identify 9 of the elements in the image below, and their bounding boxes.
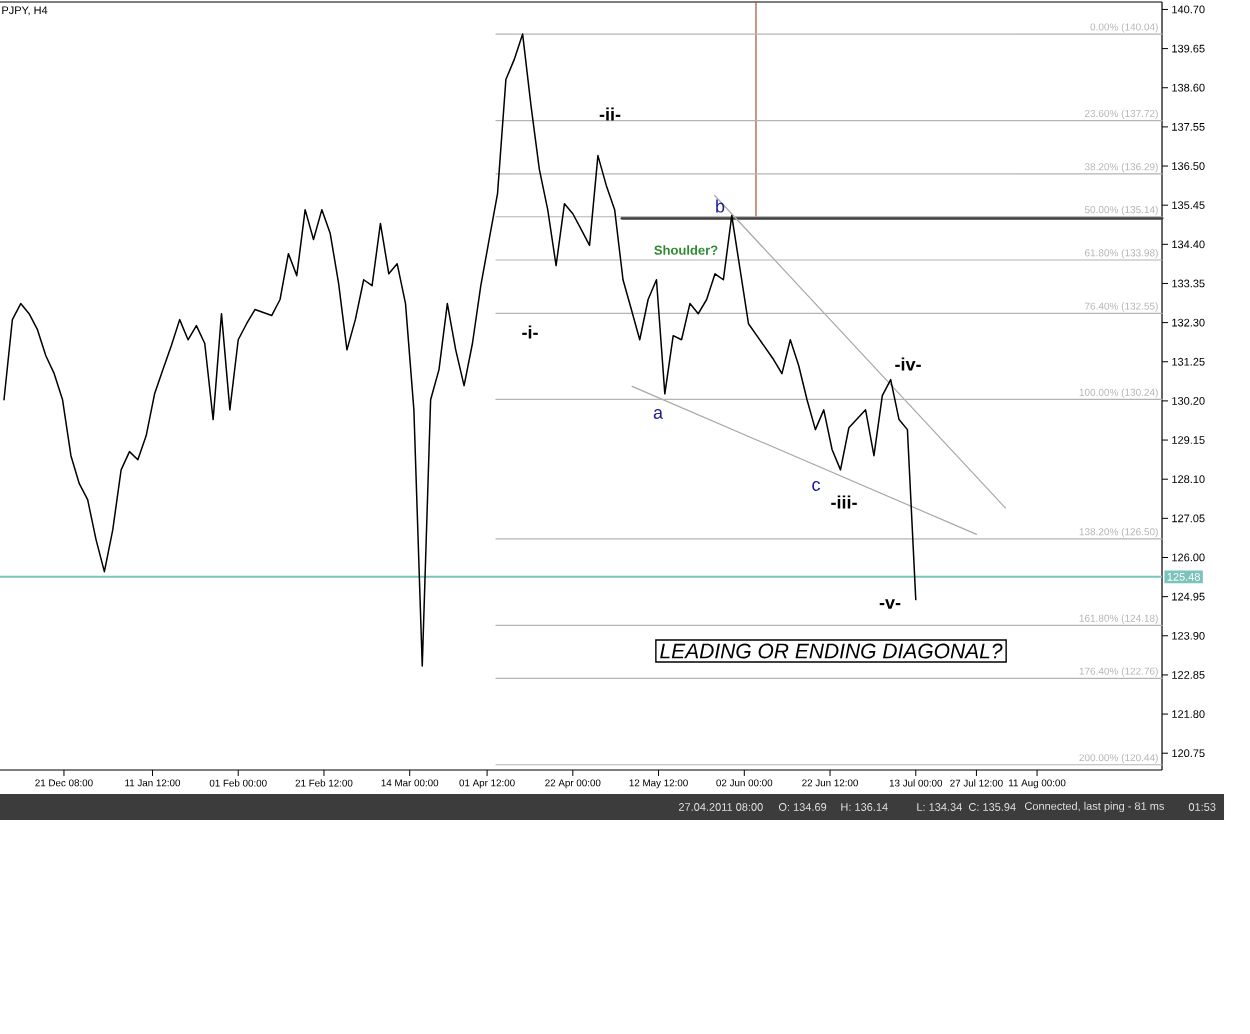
annotation: b: [716, 199, 725, 213]
annotation: -ii-: [599, 107, 621, 121]
annotation: LEADING OR ENDING DIAGONAL?: [660, 643, 1003, 659]
annotation: -i-: [522, 325, 538, 339]
annotation: -v-: [879, 599, 901, 609]
annotation: -iv-: [895, 357, 921, 371]
annotation: a: [653, 409, 663, 419]
annotation: -iii-: [831, 495, 857, 509]
annotation: c: [812, 481, 821, 491]
